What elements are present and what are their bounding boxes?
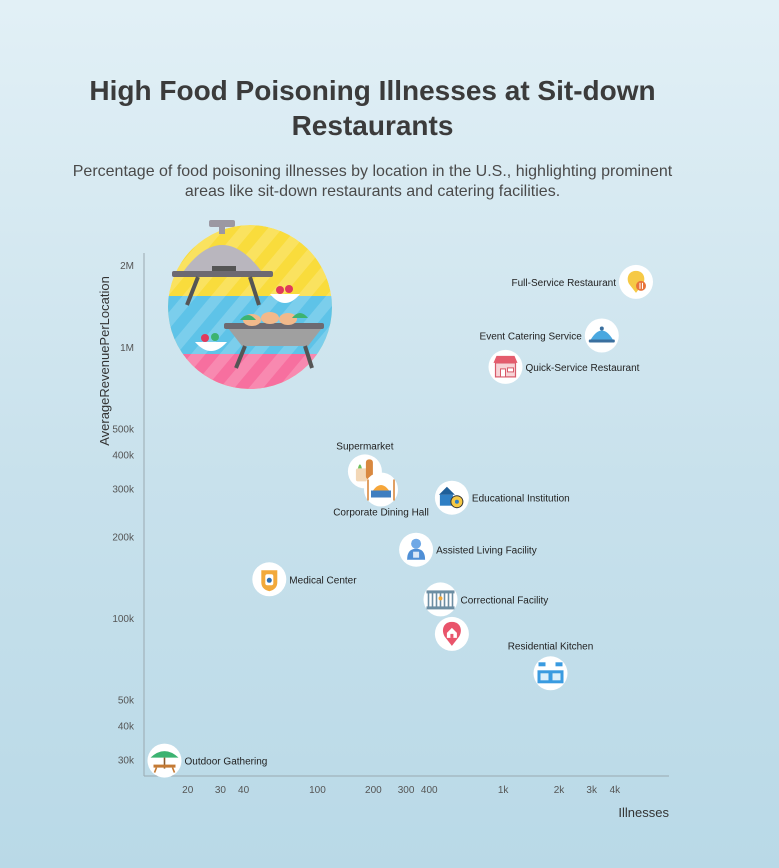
x-tick-label: 100 — [309, 785, 326, 796]
y-tick-label: 30k — [118, 756, 135, 767]
scatter-point: Correctional Facility — [423, 582, 549, 617]
scatter-point: Assisted Living Facility — [399, 532, 537, 567]
scatter-point: Corporate Dining Hall — [333, 472, 429, 519]
y-tick-label: 500k — [112, 424, 135, 435]
y-tick-label: 400k — [112, 451, 135, 462]
y-axis-ticks: 30k 40k 50k 100k 200k 300k 400k 500k 1M 2M — [112, 261, 135, 766]
x-tick-label: 200 — [365, 785, 382, 796]
x-tick-label: 3k — [586, 785, 598, 796]
x-tick-label: 4k — [610, 785, 622, 796]
x-tick-label: 300 — [398, 785, 415, 796]
point-label: Correctional Facility — [461, 595, 549, 606]
scatter-point: Medical Center — [252, 562, 357, 597]
scatter-point: Event Catering Service — [480, 318, 619, 353]
scatter-point: Full-Service Restaurant — [512, 264, 653, 299]
school-icon — [438, 486, 464, 509]
y-tick-label: 40k — [118, 722, 135, 733]
x-tick-label: 30 — [215, 785, 227, 796]
scatter-point: Residential Kitchen — [508, 641, 594, 691]
picnic-table-icon — [150, 751, 179, 773]
y-tick-label: 200k — [112, 532, 135, 543]
x-tick-label: 40 — [238, 785, 250, 796]
point-label: Outdoor Gathering — [185, 757, 268, 768]
y-tick-label: 100k — [112, 614, 135, 625]
scatter-point: Educational Institution — [434, 480, 570, 515]
jail-icon — [426, 590, 455, 610]
y-axis-title: AverageRevenuePerLocation — [97, 276, 112, 446]
x-tick-label: 2k — [554, 785, 566, 796]
groceries-icon — [355, 459, 373, 482]
x-axis-title: Illnesses — [618, 805, 669, 820]
point-label: Corporate Dining Hall — [333, 508, 429, 519]
scatter-point: Quick-Service Restaurant — [488, 349, 640, 384]
scatter-point — [434, 616, 469, 651]
y-tick-label: 2M — [120, 261, 134, 272]
storefront-icon — [493, 355, 518, 378]
cloche-icon — [588, 326, 615, 343]
y-tick-label: 1M — [120, 343, 134, 354]
grill-illustration — [168, 220, 332, 389]
point-label: Event Catering Service — [480, 332, 583, 343]
x-tick-label: 20 — [182, 785, 194, 796]
caregiver-icon — [407, 538, 426, 560]
x-axis-ticks: 20 30 40 100 200 300 400 1k 2k 3k 4k — [182, 785, 621, 796]
point-label: Assisted Living Facility — [436, 546, 537, 557]
kitchen-icon — [537, 662, 564, 684]
buffet-tray-icon — [367, 479, 395, 501]
point-label: Full-Service Restaurant — [512, 278, 617, 289]
home-pin-icon — [442, 621, 461, 646]
point-label: Residential Kitchen — [508, 641, 594, 652]
chart-title: High Food Poisoning Illnesses at Sit-dow… — [89, 75, 656, 141]
y-tick-label: 300k — [112, 485, 135, 496]
medical-badge-icon — [261, 570, 278, 592]
x-tick-label: 400 — [421, 785, 438, 796]
point-label: Medical Center — [289, 575, 357, 586]
scatter-point: Outdoor Gathering — [147, 743, 268, 778]
point-label: Quick-Service Restaurant — [526, 363, 640, 374]
chart-subtitle: Percentage of food poisoning illnesses b… — [72, 163, 673, 200]
y-tick-label: 50k — [118, 695, 135, 706]
point-label: Supermarket — [336, 441, 393, 452]
point-label: Educational Institution — [472, 494, 570, 505]
data-points: Full-Service Restaurant Event Catering Se… — [147, 264, 653, 778]
x-tick-label: 1k — [498, 785, 510, 796]
restaurant-pin-icon — [627, 270, 646, 293]
